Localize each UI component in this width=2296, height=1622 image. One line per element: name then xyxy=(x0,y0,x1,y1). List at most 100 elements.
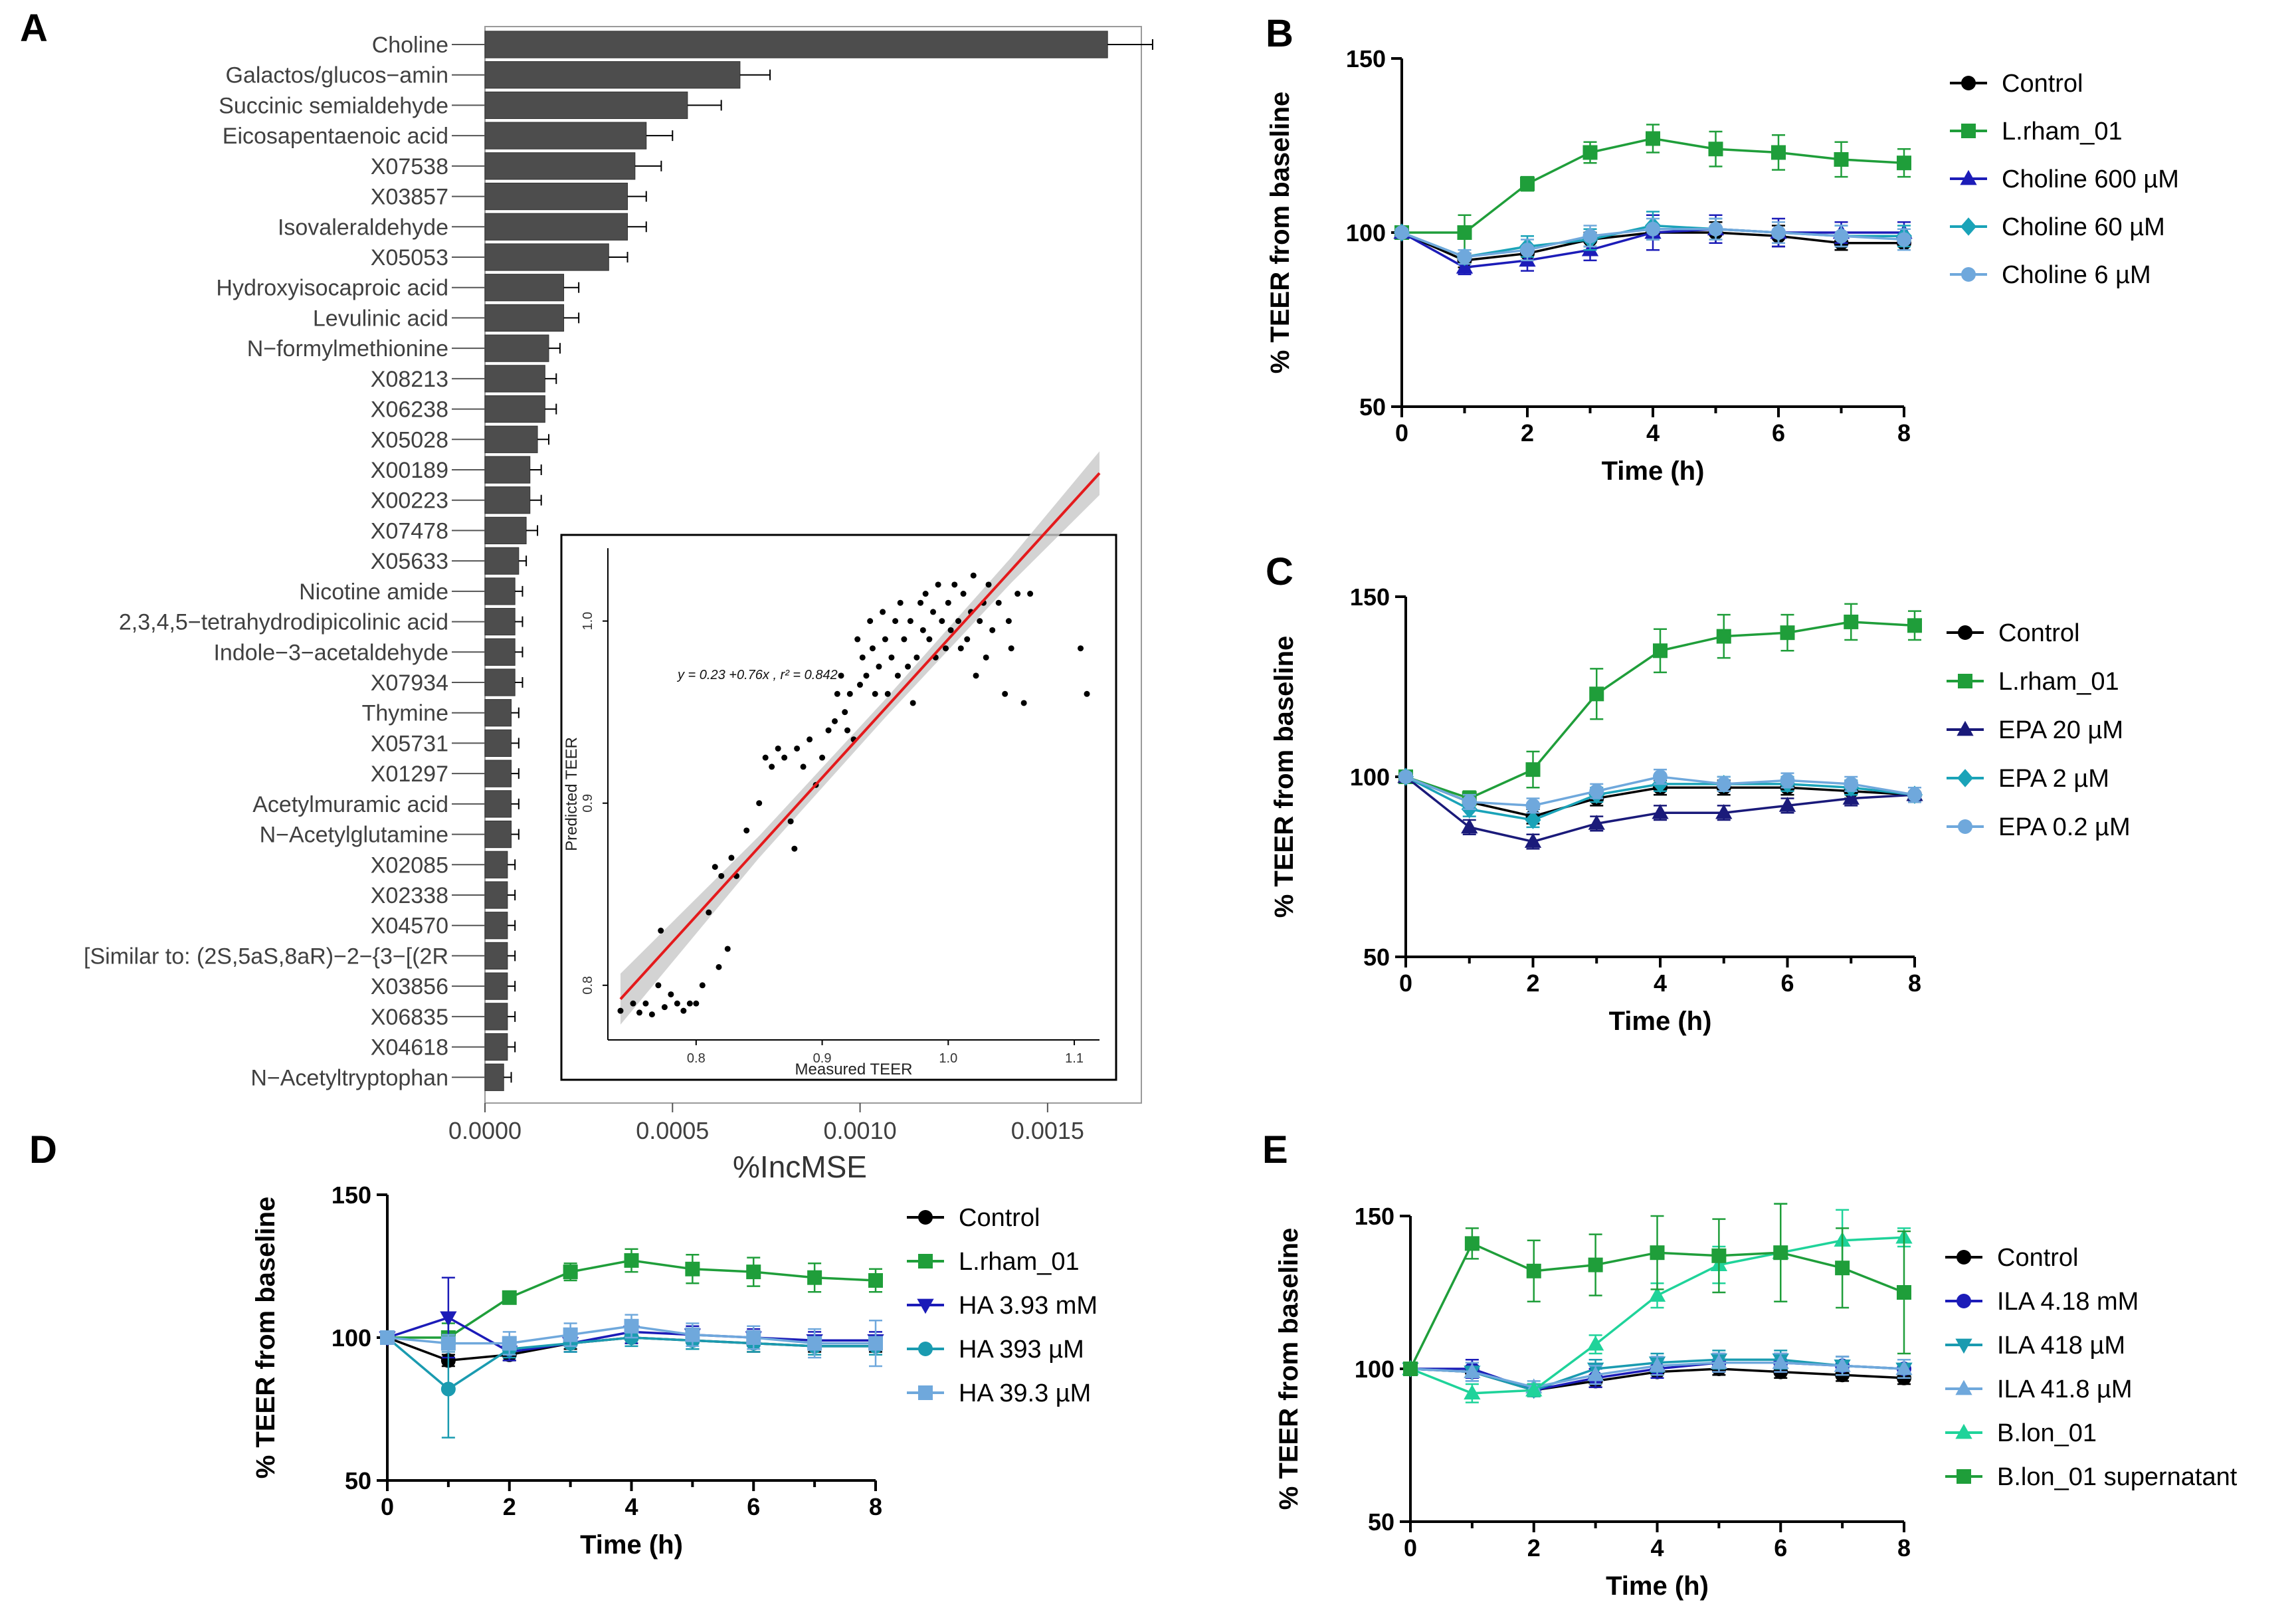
category-label-x04570: X04570 xyxy=(371,914,448,939)
inset-y-tick-label: 0.9 xyxy=(581,794,595,813)
category-label-x05731: X05731 xyxy=(371,731,448,756)
inset-point xyxy=(728,855,735,861)
inset-point xyxy=(712,864,718,870)
category-label-acetylmuramic-acid: Acetylmuramic acid xyxy=(252,792,448,817)
bar-choline xyxy=(484,31,1108,58)
bar-n-acetylglutamine xyxy=(484,820,512,849)
x-tick-label: 0 xyxy=(381,1493,394,1520)
y-tick-label: 50 xyxy=(345,1467,371,1494)
data-point xyxy=(1897,155,1911,171)
bar-isovaleraldehyde xyxy=(484,213,628,241)
legend-marker xyxy=(1958,625,1972,640)
inset-point xyxy=(854,636,861,643)
inset-point xyxy=(706,909,712,916)
legend-label: ILA 4.18 mM xyxy=(1997,1288,2139,1316)
inset-point xyxy=(642,1000,649,1007)
inset-point xyxy=(781,754,788,761)
bar-x07934 xyxy=(484,668,516,696)
inset-point xyxy=(617,1007,624,1014)
x-tick-label: 0 xyxy=(1399,969,1412,997)
legend-marker xyxy=(918,1385,933,1400)
bar-x05633 xyxy=(484,547,520,575)
data-point xyxy=(1525,762,1541,777)
panel-letter-c: C xyxy=(1266,550,1293,593)
data-point xyxy=(1586,1366,1604,1381)
x-axis-title: Time (h) xyxy=(1606,1571,1709,1601)
x-tick-label: 4 xyxy=(624,1493,638,1520)
data-point xyxy=(746,1265,761,1280)
inset-point xyxy=(951,581,958,588)
legend-marker xyxy=(1955,1423,1972,1439)
legend-label: HA 393 µM xyxy=(959,1336,1084,1364)
legend-marker xyxy=(1961,267,1976,282)
series-epa-0-2-m xyxy=(1398,768,1922,814)
legend-marker xyxy=(1960,169,1977,185)
category-label-similar-to-2s-5as-8ar-2-3-2r: [Similar to: (2S,5aS,8aR)−2−{3−[(2R xyxy=(84,944,448,969)
bar-acetylmuramic-acid xyxy=(484,790,512,818)
category-label-x02338: X02338 xyxy=(371,883,448,908)
bar-x05053 xyxy=(484,243,609,271)
inset-point xyxy=(905,663,911,670)
data-point xyxy=(1457,225,1472,240)
data-point xyxy=(1780,625,1795,641)
data-point xyxy=(1897,1285,1911,1300)
category-label-x07934: X07934 xyxy=(371,670,448,696)
category-label-choline: Choline xyxy=(372,33,448,58)
category-label-n-formylmethionine: N−formylmethionine xyxy=(247,336,448,361)
inset-fit-line xyxy=(619,472,1101,1000)
x-tick-label: 4 xyxy=(1646,419,1660,447)
x-tick-label: 8 xyxy=(869,1493,882,1520)
inset-point xyxy=(794,745,801,752)
inset-point xyxy=(863,672,870,679)
y-tick-label: 150 xyxy=(1350,583,1390,611)
data-point xyxy=(1716,776,1731,791)
inset-point xyxy=(658,928,664,934)
x-tick-label: 2 xyxy=(503,1493,516,1520)
inset-point xyxy=(1005,618,1012,625)
series-choline-6-m xyxy=(1394,217,1911,265)
inset-point xyxy=(960,591,967,597)
category-label-x05028: X05028 xyxy=(371,427,448,453)
category-label-x07478: X07478 xyxy=(371,518,448,544)
data-point xyxy=(1771,145,1786,160)
data-point xyxy=(1582,229,1598,244)
inset-point xyxy=(973,672,979,679)
data-point xyxy=(1842,789,1860,805)
inset-point xyxy=(844,727,851,734)
data-point xyxy=(746,1330,761,1345)
data-point xyxy=(440,1311,457,1327)
data-point xyxy=(1895,1360,1913,1375)
bar-levulinic-acid xyxy=(484,304,565,332)
inset-point xyxy=(985,581,992,588)
inset-point xyxy=(892,618,899,625)
data-point xyxy=(1716,629,1731,644)
data-point xyxy=(1648,1286,1666,1302)
data-point xyxy=(1844,614,1859,629)
y-tick-label: 100 xyxy=(1350,763,1390,791)
inset-point xyxy=(945,599,951,606)
x-tick-label: 8 xyxy=(1897,419,1911,447)
inset-point xyxy=(888,654,895,660)
data-point xyxy=(1526,1263,1541,1278)
category-label-x05633: X05633 xyxy=(371,549,448,574)
category-label-x04618: X04618 xyxy=(371,1035,448,1061)
legend-marker xyxy=(1955,1338,1972,1354)
bar-x06835 xyxy=(484,1003,508,1031)
bar-x08213 xyxy=(484,365,545,393)
inset-point xyxy=(917,599,924,606)
data-point xyxy=(1520,176,1535,191)
data-point xyxy=(1907,787,1922,803)
y-axis-title: % TEER from baseline xyxy=(1274,1228,1303,1510)
data-point xyxy=(868,1273,883,1288)
x-tick-label: 8 xyxy=(1908,969,1921,997)
data-point xyxy=(1653,643,1668,659)
bar-x03857 xyxy=(484,182,628,211)
inset-point xyxy=(947,627,954,633)
inset-point xyxy=(970,572,977,579)
x-tick-label: 0 xyxy=(1404,1534,1417,1562)
data-point xyxy=(1525,811,1541,829)
data-point xyxy=(1834,229,1849,244)
data-point xyxy=(502,1290,517,1305)
inset-point xyxy=(977,618,983,625)
